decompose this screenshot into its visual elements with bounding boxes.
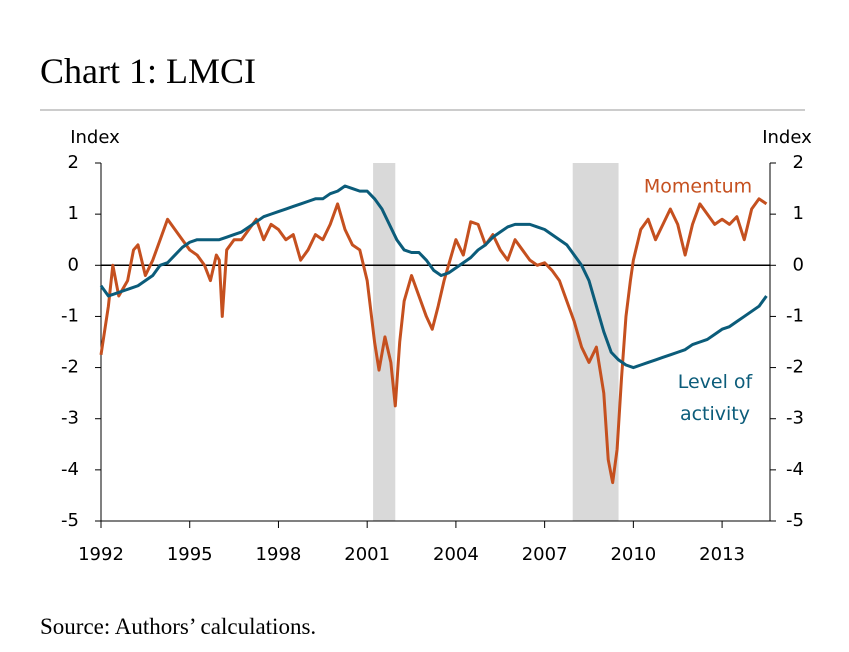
y2-tick-label: -2 <box>786 357 804 378</box>
y2-tick-label: -3 <box>786 408 804 429</box>
x-tick-label: 1992 <box>78 544 124 565</box>
y-tick-label: -5 <box>61 510 79 531</box>
x-tick-label: 2004 <box>433 544 479 565</box>
y-tick-label: 2 <box>68 152 79 173</box>
y-tick-label: -3 <box>61 408 79 429</box>
y-tick-label: 0 <box>68 254 79 275</box>
y-tick-label: -2 <box>61 357 79 378</box>
series-label: Level of activity <box>677 371 753 425</box>
y-tick-label: 1 <box>68 203 79 224</box>
x-tick-label: 2013 <box>699 544 745 565</box>
y2-tick-label: -5 <box>786 510 804 531</box>
x-tick-label: 2001 <box>344 544 390 565</box>
y2-tick-label: -1 <box>786 305 804 326</box>
y2-tick-label: 2 <box>793 152 804 173</box>
chart-title: Chart 1: LMCI <box>40 51 256 91</box>
series-line <box>99 197 768 485</box>
x-tick-label: 2010 <box>610 544 656 565</box>
y2-tick-label: 0 <box>793 254 804 275</box>
x-tick-label: 2007 <box>522 544 568 565</box>
y-tick-label: -1 <box>61 305 79 326</box>
series-line <box>99 184 768 370</box>
y-axis-label: Index <box>70 127 120 148</box>
source-note: Source: Authors’ calculations. <box>40 614 317 639</box>
y2-axis-label: Index <box>762 127 812 148</box>
x-tick-label: 1998 <box>256 544 302 565</box>
x-tick-label: 1995 <box>167 544 213 565</box>
y-tick-label: -4 <box>61 459 79 480</box>
series-label: Momentum <box>644 176 752 198</box>
y2-tick-label: -4 <box>786 459 804 480</box>
y2-tick-label: 1 <box>793 203 804 224</box>
